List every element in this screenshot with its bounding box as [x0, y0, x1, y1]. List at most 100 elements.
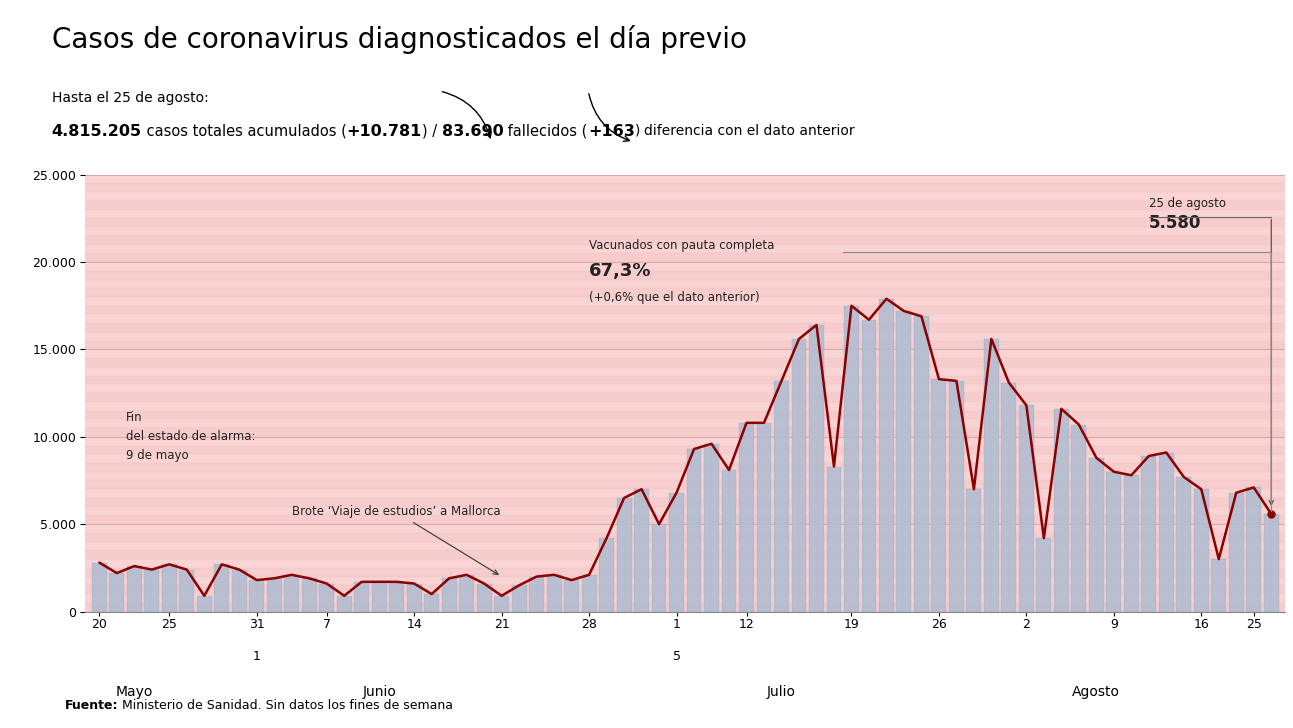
Bar [1037, 538, 1051, 612]
Bar [634, 489, 649, 612]
Bar [1054, 409, 1069, 612]
Text: 25 de agosto: 25 de agosto [1148, 197, 1226, 210]
Bar [1212, 559, 1226, 612]
Bar [85, 603, 1285, 612]
Bar [85, 428, 1285, 437]
Bar [85, 271, 1285, 280]
Bar [85, 533, 1285, 542]
Bar [85, 524, 1285, 533]
Bar [85, 306, 1285, 314]
Text: (+0,6% que el dato anterior): (+0,6% que el dato anterior) [590, 291, 760, 304]
Bar [85, 332, 1285, 341]
Bar [1072, 424, 1086, 612]
Bar [85, 280, 1285, 288]
Text: Julio: Julio [767, 685, 796, 699]
Bar [319, 584, 334, 612]
Bar [1177, 477, 1191, 612]
Bar [85, 384, 1285, 393]
Text: +10.781: +10.781 [347, 124, 422, 139]
Bar [756, 423, 772, 612]
Bar [85, 218, 1285, 227]
Bar [599, 538, 614, 612]
Bar [162, 564, 177, 612]
Bar [668, 493, 684, 612]
Text: 83.690: 83.690 [442, 124, 503, 139]
Bar [809, 325, 824, 612]
Bar [85, 559, 1285, 568]
Bar [1228, 493, 1244, 612]
Bar [931, 379, 946, 612]
Bar [85, 245, 1285, 253]
Bar [85, 550, 1285, 559]
Bar [301, 578, 317, 612]
Bar [284, 575, 299, 612]
Bar [705, 444, 719, 612]
Bar [844, 306, 859, 612]
Bar [652, 524, 666, 612]
Bar [85, 463, 1285, 472]
Bar [85, 419, 1285, 428]
Bar [266, 578, 282, 612]
Bar [110, 573, 124, 612]
Text: Ministerio de Sanidad. Sin datos los fines de semana: Ministerio de Sanidad. Sin datos los fin… [122, 699, 453, 712]
Text: Brote ‘Viaje de estudios’ a Mallorca: Brote ‘Viaje de estudios’ a Mallorca [292, 505, 500, 574]
Bar [215, 564, 229, 612]
Bar [775, 381, 789, 612]
Bar [984, 339, 998, 612]
Text: ) /: ) / [422, 124, 442, 139]
Text: 4.815.205: 4.815.205 [52, 124, 142, 139]
Bar [687, 449, 702, 612]
Bar [85, 437, 1285, 446]
Bar [85, 480, 1285, 489]
Text: ): ) [635, 124, 644, 138]
Bar [85, 577, 1285, 585]
Bar [85, 411, 1285, 419]
Bar [442, 578, 456, 612]
Bar [85, 349, 1285, 358]
Bar [512, 585, 526, 612]
Bar [1142, 456, 1156, 612]
Bar [494, 596, 509, 612]
Bar [424, 594, 440, 612]
Bar [85, 314, 1285, 323]
Text: casos totales acumulados (: casos totales acumulados ( [142, 124, 347, 139]
Bar [861, 320, 877, 612]
Text: Hasta el 25 de agosto:: Hasta el 25 de agosto: [52, 91, 208, 105]
Bar [85, 201, 1285, 210]
Bar [1263, 514, 1279, 612]
Text: Fuente:: Fuente: [65, 699, 118, 712]
Bar [1002, 383, 1016, 612]
Text: Agosto: Agosto [1072, 685, 1120, 699]
Bar [85, 454, 1285, 463]
Bar [85, 323, 1285, 332]
Bar [85, 297, 1285, 306]
Bar [180, 569, 194, 612]
Bar [1089, 458, 1104, 612]
Bar [85, 358, 1285, 367]
Bar [85, 341, 1285, 349]
Bar [85, 402, 1285, 411]
Bar [85, 253, 1285, 262]
Bar [336, 596, 352, 612]
Text: Vacunados con pauta completa: Vacunados con pauta completa [590, 239, 775, 252]
Bar [85, 585, 1285, 594]
Bar [85, 446, 1285, 454]
Text: Junio: Junio [362, 685, 396, 699]
Bar [547, 575, 561, 612]
Bar [896, 311, 912, 612]
Bar [85, 472, 1285, 480]
Bar [826, 467, 842, 612]
Bar [372, 582, 387, 612]
Bar [85, 192, 1285, 201]
Bar [1019, 405, 1034, 612]
Text: 1: 1 [253, 650, 261, 663]
Bar [582, 575, 596, 612]
Bar [85, 489, 1285, 498]
Text: Fin
del estado de alarma:
9 de mayo: Fin del estado de alarma: 9 de mayo [125, 411, 255, 462]
Bar [85, 393, 1285, 402]
Bar [529, 577, 544, 612]
Bar [197, 596, 212, 612]
Bar [477, 584, 491, 612]
Bar [145, 569, 159, 612]
Bar [85, 210, 1285, 218]
